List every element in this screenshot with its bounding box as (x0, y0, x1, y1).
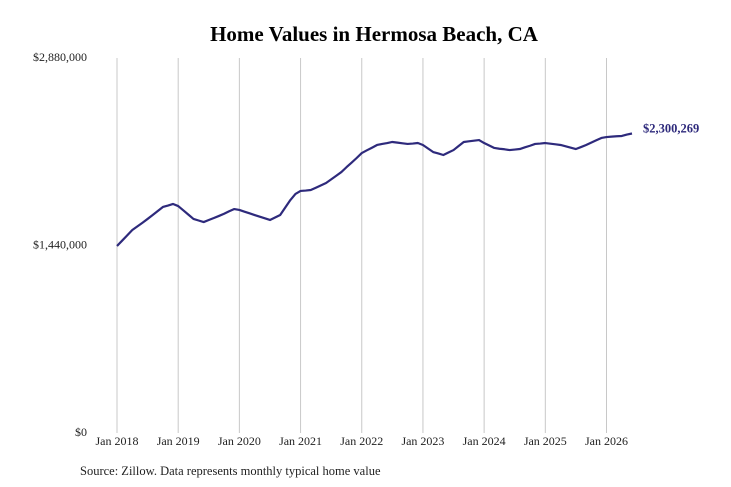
x-tick-label: Jan 2020 (218, 434, 261, 448)
x-tick-label: Jan 2026 (585, 434, 628, 448)
y-tick-label: $0 (75, 425, 87, 439)
x-tick-label: Jan 2018 (96, 434, 139, 448)
x-tick-label: Jan 2024 (463, 434, 506, 448)
x-tick-label: Jan 2025 (524, 434, 567, 448)
x-tick-label: Jan 2023 (401, 434, 444, 448)
y-tick-label: $1,440,000 (33, 237, 87, 251)
x-tick-label: Jan 2019 (157, 434, 200, 448)
chart-title: Home Values in Hermosa Beach, CA (210, 22, 539, 46)
x-tick-label: Jan 2021 (279, 434, 322, 448)
x-tick-label: Jan 2022 (340, 434, 383, 448)
value-label: $2,300,269 (643, 121, 699, 135)
data-line (116, 132, 633, 247)
y-tick-label: $2,880,000 (33, 50, 87, 64)
source-note: Source: Zillow. Data represents monthly … (80, 464, 381, 478)
